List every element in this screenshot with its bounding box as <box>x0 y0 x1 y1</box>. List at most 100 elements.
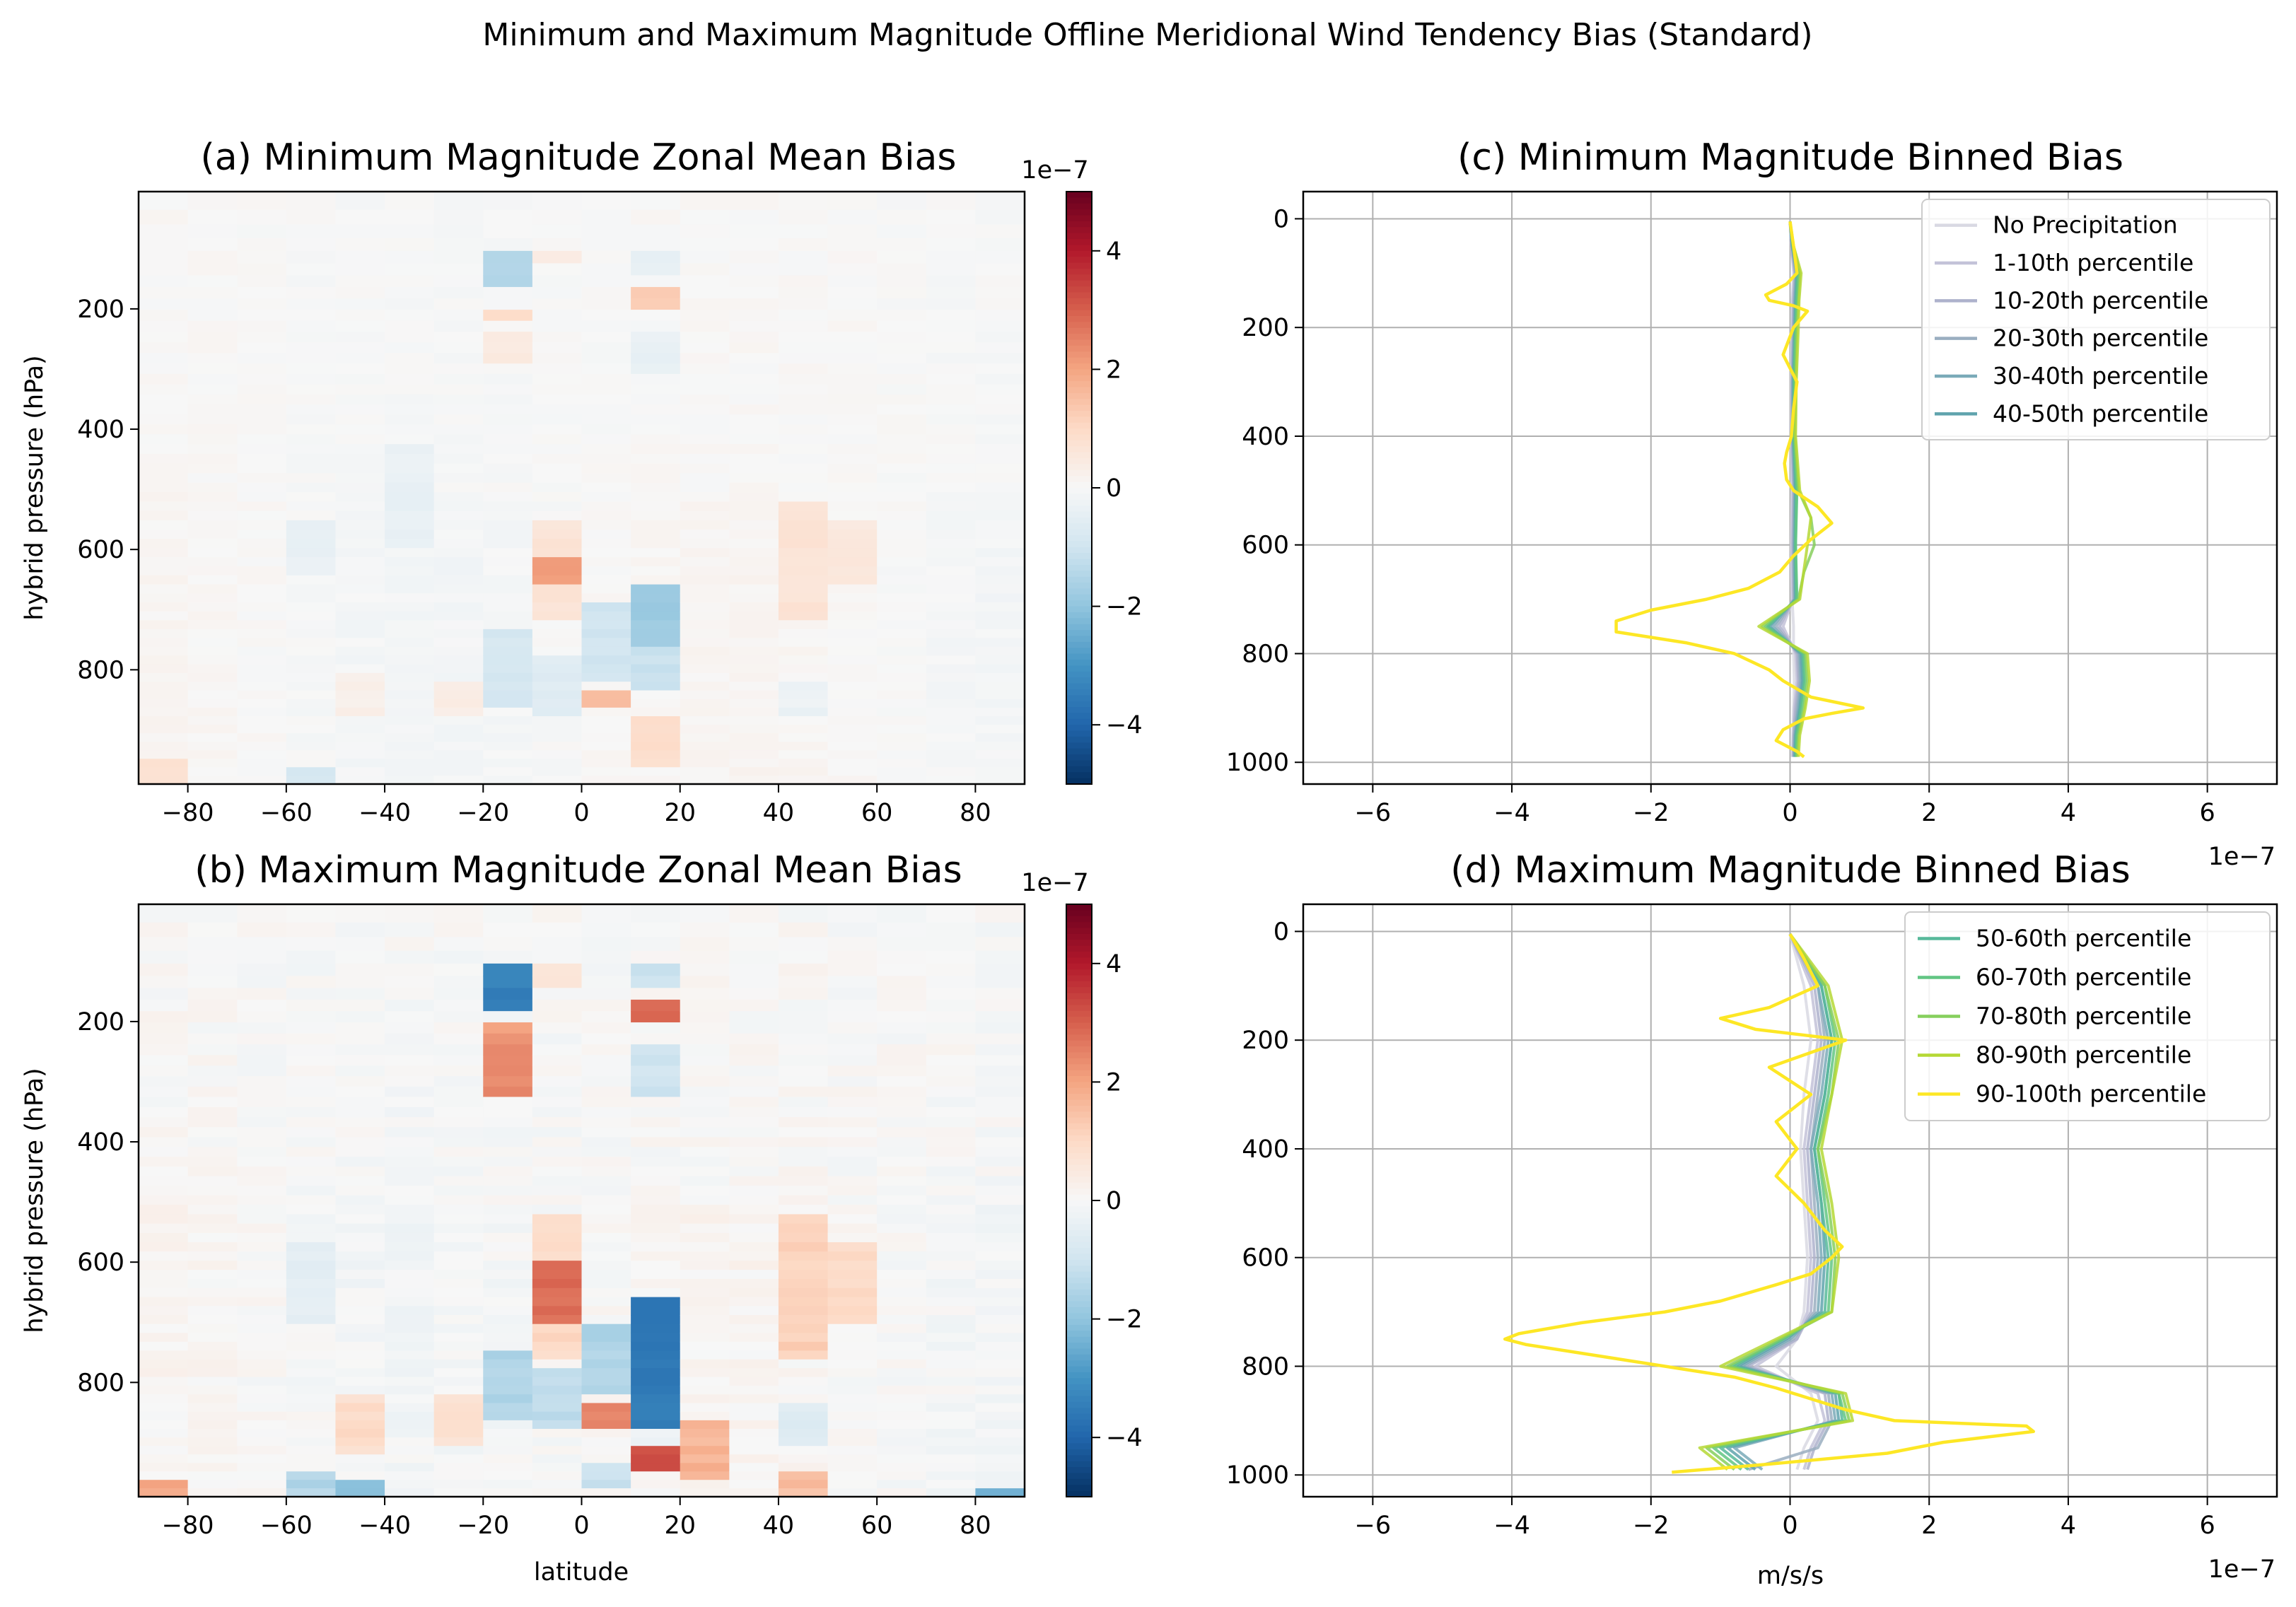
heatmap-cell <box>926 192 976 211</box>
heatmap-cell <box>729 224 779 239</box>
heatmap-cell <box>631 1385 681 1395</box>
heatmap-cell <box>237 767 287 776</box>
heatmap-cell <box>729 937 779 952</box>
heatmap-cell <box>581 620 631 630</box>
heatmap-cell <box>926 286 976 299</box>
heatmap-cell <box>335 286 385 299</box>
heatmap-cell <box>237 1297 287 1307</box>
heatmap-cell <box>532 332 583 343</box>
heatmap-cell <box>385 707 435 717</box>
heatmap-cell <box>385 759 435 768</box>
heatmap-cell <box>778 548 829 558</box>
heatmap-cell <box>385 1251 435 1261</box>
heatmap-cell <box>433 1297 484 1307</box>
heatmap-cell <box>385 1488 435 1497</box>
heatmap-cell <box>433 1186 484 1196</box>
heatmap-cell <box>975 1205 1025 1215</box>
heatmap-cell <box>335 1232 385 1243</box>
heatmap-cell <box>532 453 583 464</box>
heatmap-cell <box>975 473 1025 484</box>
heatmap-cell <box>335 1333 385 1343</box>
heatmap-cell <box>877 1214 927 1225</box>
heatmap-cell <box>581 1471 631 1480</box>
colorbar-swatch <box>1066 535 1092 542</box>
heatmap-cell <box>286 584 337 594</box>
heatmap-cell <box>729 1261 779 1270</box>
heatmap-cell <box>139 1297 189 1307</box>
heatmap-cell <box>926 539 976 549</box>
colorbar-swatch <box>1066 1478 1092 1486</box>
heatmap-cell <box>975 224 1025 239</box>
heatmap-cell <box>975 999 1025 1012</box>
heatmap-cell <box>483 414 533 425</box>
heatmap-cell <box>335 1186 385 1196</box>
heatmap-cell <box>680 1166 730 1177</box>
heatmap-cell <box>335 492 385 503</box>
heatmap-cell <box>433 707 484 717</box>
heatmap-cell <box>433 1488 484 1497</box>
heatmap-cell <box>877 250 927 264</box>
heatmap-cell <box>631 1394 681 1404</box>
heatmap-cell <box>827 707 878 717</box>
heatmap-cell <box>237 1437 287 1447</box>
heatmap-cell <box>237 1097 287 1108</box>
heatmap-cell <box>631 1368 681 1378</box>
x-tick-label: −2 <box>1633 799 1669 827</box>
heatmap-cell <box>975 1065 1025 1077</box>
heatmap-cell <box>433 1287 484 1298</box>
heatmap-cell <box>729 1437 779 1447</box>
colorbar-swatch <box>1066 327 1092 334</box>
y-tick-label: 800 <box>1242 640 1289 668</box>
heatmap-cell <box>631 539 681 549</box>
heatmap-cell <box>187 750 238 759</box>
heatmap-cell <box>433 548 484 558</box>
colorbar-swatch <box>1066 576 1092 583</box>
heatmap-cell <box>237 342 287 353</box>
heatmap-cell <box>729 1385 779 1395</box>
colorbar-swatch <box>1066 707 1092 714</box>
heatmap-cell <box>975 298 1025 310</box>
heatmap-cell <box>237 384 287 395</box>
heatmap-cell <box>975 1011 1025 1023</box>
heatmap-cell <box>877 1446 927 1455</box>
heatmap-cell <box>483 1480 533 1489</box>
heatmap-cell <box>680 1147 730 1157</box>
heatmap-cell <box>877 414 927 425</box>
heatmap-cell <box>680 434 730 445</box>
heatmap-cell <box>237 373 287 385</box>
heatmap-cell <box>237 620 287 630</box>
heatmap-cell <box>532 999 583 1012</box>
heatmap-cell <box>532 1377 583 1386</box>
heatmap-cell <box>926 1368 976 1378</box>
heatmap-cell <box>483 664 533 674</box>
heatmap-cell <box>483 1394 533 1404</box>
heatmap-cell <box>385 353 435 364</box>
heatmap-cell <box>631 238 681 252</box>
heatmap-cell <box>335 1176 385 1186</box>
heatmap-cell <box>237 263 287 276</box>
heatmap-cell <box>778 332 829 343</box>
colorbar-swatch <box>1066 1431 1092 1438</box>
y-tick-label: 400 <box>77 1128 124 1157</box>
heatmap-cell <box>877 473 927 484</box>
heatmap-cell <box>877 238 927 252</box>
heatmap-cell <box>335 1166 385 1177</box>
heatmap-cell <box>827 1065 878 1077</box>
heatmap-cell <box>139 664 189 674</box>
colorbar-swatch <box>1066 648 1092 655</box>
x-tick-label: 80 <box>960 799 991 827</box>
heatmap-cell <box>335 510 385 521</box>
heatmap-cell <box>729 1176 779 1186</box>
colorbar-swatch <box>1066 446 1092 453</box>
heatmap-cell <box>335 1297 385 1307</box>
heatmap-cell <box>877 1394 927 1404</box>
heatmap-cell <box>680 1232 730 1243</box>
heatmap-cell <box>975 1394 1025 1404</box>
colorbar-swatch <box>1066 1046 1092 1053</box>
heatmap-cell <box>286 1429 337 1438</box>
heatmap-cell <box>187 1446 238 1455</box>
heatmap-cell <box>532 1279 583 1289</box>
heatmap-cell <box>532 1394 583 1404</box>
heatmap-cell <box>729 209 779 226</box>
